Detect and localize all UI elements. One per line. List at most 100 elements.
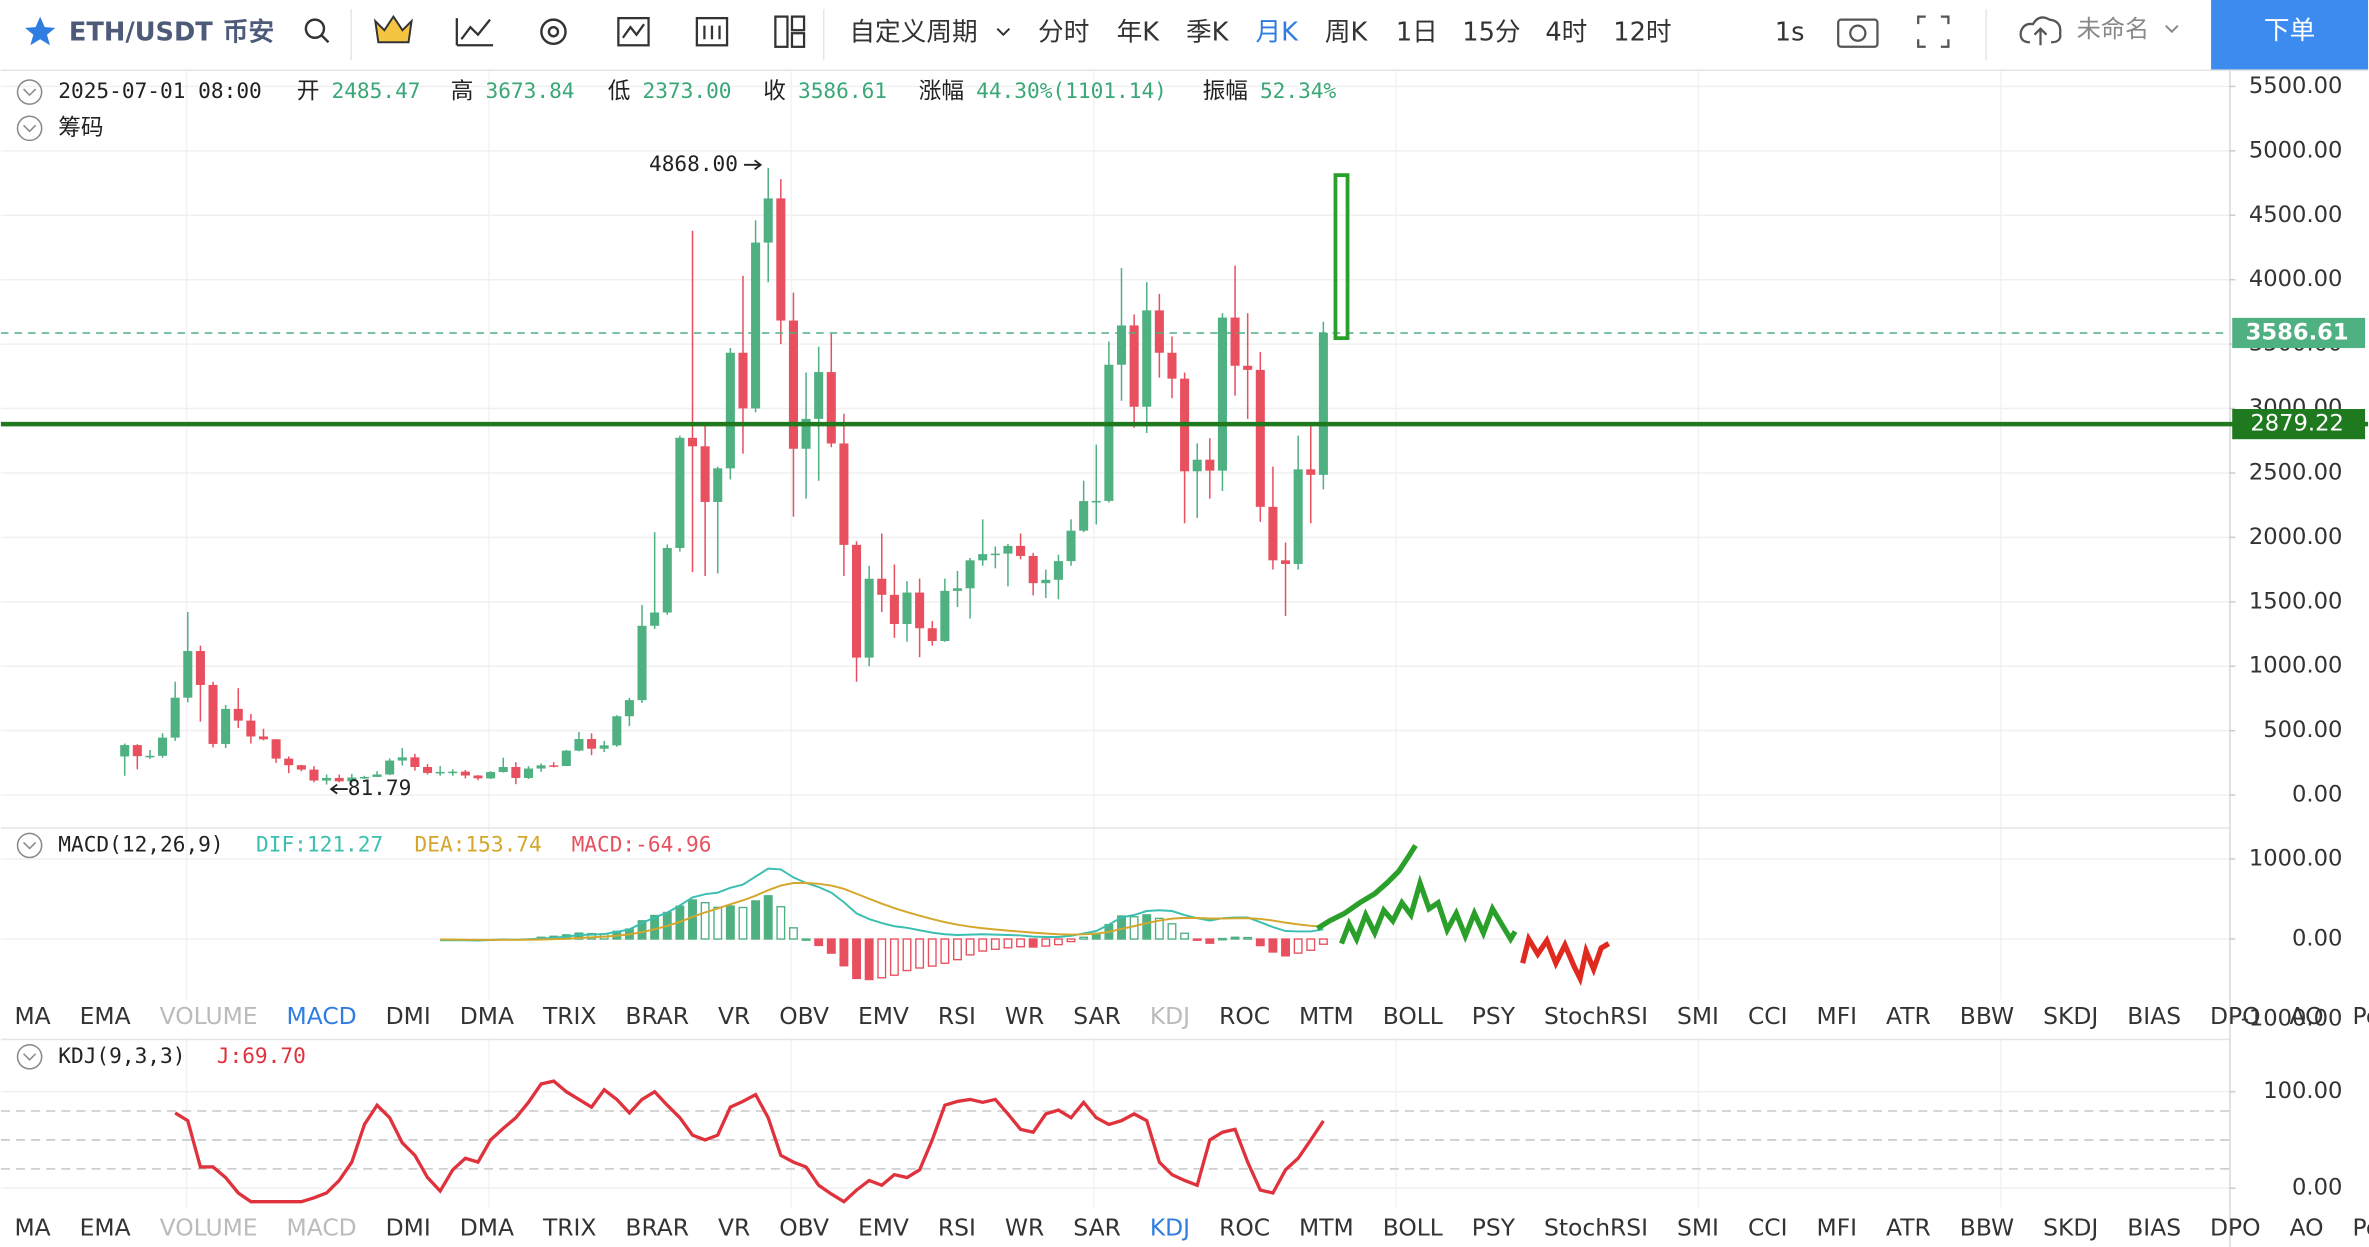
indicator-tab[interactable]: SAR xyxy=(1073,1002,1121,1030)
indicator-tab[interactable]: MA xyxy=(14,1213,50,1241)
symbol[interactable]: ETH/USDT xyxy=(69,18,213,48)
indicator-tab[interactable]: PSY xyxy=(1472,1213,1516,1241)
indicator-tab[interactable]: ROC xyxy=(1219,1002,1270,1030)
interval-button[interactable]: 1s xyxy=(1775,18,1805,48)
y-tick-label: 1000.00 xyxy=(2249,653,2343,679)
collapse-toggle[interactable] xyxy=(16,832,43,859)
indicator-tab[interactable]: SKDJ xyxy=(2043,1213,2098,1241)
indicator-tab[interactable]: VR xyxy=(718,1002,750,1030)
indicator-tab[interactable]: AO xyxy=(2290,1002,2324,1030)
indicator-tab[interactable]: AO xyxy=(2290,1213,2324,1241)
indicator-tab[interactable]: StochRSI xyxy=(1544,1002,1648,1030)
indicator-tab[interactable]: MFI xyxy=(1817,1213,1858,1241)
macd-bar xyxy=(1028,938,1038,948)
indicator-tab[interactable]: BIAS xyxy=(2127,1213,2181,1241)
indicator-tab[interactable]: Position xyxy=(2353,1213,2369,1241)
indicator-tab[interactable]: DMA xyxy=(460,1213,514,1241)
indicator-tab[interactable]: RSI xyxy=(938,1002,976,1030)
indicator-tab[interactable]: MFI xyxy=(1817,1002,1858,1030)
drawn-stroke[interactable] xyxy=(1315,844,1418,931)
indicator-tab[interactable]: BRAR xyxy=(625,1002,689,1030)
chips-label[interactable]: 筹码 xyxy=(58,115,103,141)
indicator-tab[interactable]: ROC xyxy=(1219,1213,1270,1241)
indicator-tab[interactable]: TRIX xyxy=(542,1002,596,1030)
indicator-tab[interactable]: VOLUME xyxy=(160,1002,258,1030)
collapse-toggle[interactable] xyxy=(16,79,43,105)
indicator-tab[interactable]: OBV xyxy=(779,1002,829,1030)
indicator-tab[interactable]: BOLL xyxy=(1383,1213,1443,1241)
indicator-tab[interactable]: MA xyxy=(14,1002,50,1030)
cloud-icon[interactable] xyxy=(2019,16,2062,46)
indicator-tab[interactable]: KDJ xyxy=(1150,1213,1190,1241)
period-button[interactable]: 分时 xyxy=(1038,18,1089,48)
layout-name[interactable]: 未命名 xyxy=(2077,15,2149,43)
period-button[interactable]: 1日 xyxy=(1396,18,1438,48)
compare-icon[interactable] xyxy=(617,16,650,47)
drawn-stroke[interactable] xyxy=(1339,874,1518,946)
indicator-tab[interactable]: ATR xyxy=(1886,1213,1931,1241)
indicator-tab[interactable]: SMI xyxy=(1677,1213,1719,1241)
indicator-tab[interactable]: RSI xyxy=(938,1213,976,1241)
indicator-tab[interactable]: VOLUME xyxy=(160,1213,258,1241)
field-label: 开 xyxy=(297,79,320,105)
order-button-bg[interactable] xyxy=(2211,0,2369,70)
indicator-tab[interactable]: PSY xyxy=(1472,1002,1516,1030)
indicator-tab[interactable]: BBW xyxy=(1960,1213,2014,1241)
indicator-tab[interactable]: Position xyxy=(2353,1002,2369,1030)
indicator-tab[interactable]: TRIX xyxy=(542,1213,596,1241)
collapse-toggle[interactable] xyxy=(16,1043,43,1070)
indicator-tab[interactable]: MTM xyxy=(1299,1213,1354,1241)
search-icon[interactable] xyxy=(304,18,330,44)
period-button[interactable]: 年K xyxy=(1117,18,1161,48)
indicator-icon[interactable] xyxy=(455,18,494,47)
period-button[interactable]: 周K xyxy=(1325,18,1369,48)
fullscreen-icon[interactable] xyxy=(1917,15,1950,48)
macd-bar xyxy=(839,938,849,967)
indicator-tab[interactable]: DMI xyxy=(386,1213,431,1241)
period-button[interactable]: 季K xyxy=(1186,18,1230,48)
indicator-tab[interactable]: EMA xyxy=(80,1213,131,1241)
indicator-tab[interactable]: MACD xyxy=(287,1213,357,1241)
indicator-tab[interactable]: KDJ xyxy=(1150,1002,1190,1030)
order-button[interactable]: 下单 xyxy=(2264,16,2315,46)
indicator-tab[interactable]: EMA xyxy=(80,1002,131,1030)
indicator-tab[interactable]: MTM xyxy=(1299,1002,1354,1030)
favorite-star[interactable] xyxy=(25,16,56,46)
indicator-tab[interactable]: SKDJ xyxy=(2043,1002,2098,1030)
period-button[interactable]: 12时 xyxy=(1613,18,1671,48)
indicator-tab[interactable]: SMI xyxy=(1677,1002,1719,1030)
period-button[interactable]: 4时 xyxy=(1545,18,1587,48)
camera-icon[interactable] xyxy=(1837,18,1879,48)
indicator-tab[interactable]: EMV xyxy=(858,1002,909,1030)
period-button[interactable]: 15分 xyxy=(1462,18,1520,48)
indicator-tab[interactable]: DMA xyxy=(460,1002,514,1030)
indicator-tab[interactable]: BOLL xyxy=(1383,1002,1443,1030)
indicator-tab[interactable]: SAR xyxy=(1073,1213,1121,1241)
settings-icon[interactable] xyxy=(540,18,567,45)
indicator-tab[interactable]: StochRSI xyxy=(1544,1213,1648,1241)
indicator-tab[interactable]: BBW xyxy=(1960,1002,2014,1030)
indicator-tab[interactable]: VR xyxy=(718,1213,750,1241)
indicator-tab[interactable]: ATR xyxy=(1886,1002,1931,1030)
indicator-tab[interactable]: BRAR xyxy=(625,1213,689,1241)
template-icon[interactable] xyxy=(695,16,729,47)
indicator-tab[interactable]: BIAS xyxy=(2127,1002,2181,1030)
period-button[interactable]: 自定义周期 xyxy=(849,18,977,48)
drawn-stroke[interactable] xyxy=(1520,932,1611,987)
layout-icon[interactable] xyxy=(774,15,806,48)
vip-icon[interactable] xyxy=(373,14,413,44)
indicator-tab[interactable]: DMI xyxy=(386,1002,431,1030)
drawn-rectangle[interactable] xyxy=(1333,173,1350,341)
indicator-tab[interactable]: DPO xyxy=(2210,1213,2261,1241)
indicator-tab[interactable]: OBV xyxy=(779,1213,829,1241)
indicator-tab[interactable]: EMV xyxy=(858,1213,909,1241)
indicator-tab[interactable]: WR xyxy=(1005,1002,1044,1030)
indicator-tab[interactable]: DPO xyxy=(2210,1002,2261,1030)
indicator-tab[interactable]: CCI xyxy=(1748,1213,1788,1241)
collapse-toggle[interactable] xyxy=(16,115,43,142)
exchange[interactable]: 币安 xyxy=(223,18,274,48)
indicator-tab[interactable]: CCI xyxy=(1748,1002,1788,1030)
period-button[interactable]: 月K xyxy=(1255,18,1299,48)
indicator-tab[interactable]: WR xyxy=(1005,1213,1044,1241)
indicator-tab[interactable]: MACD xyxy=(287,1002,357,1030)
